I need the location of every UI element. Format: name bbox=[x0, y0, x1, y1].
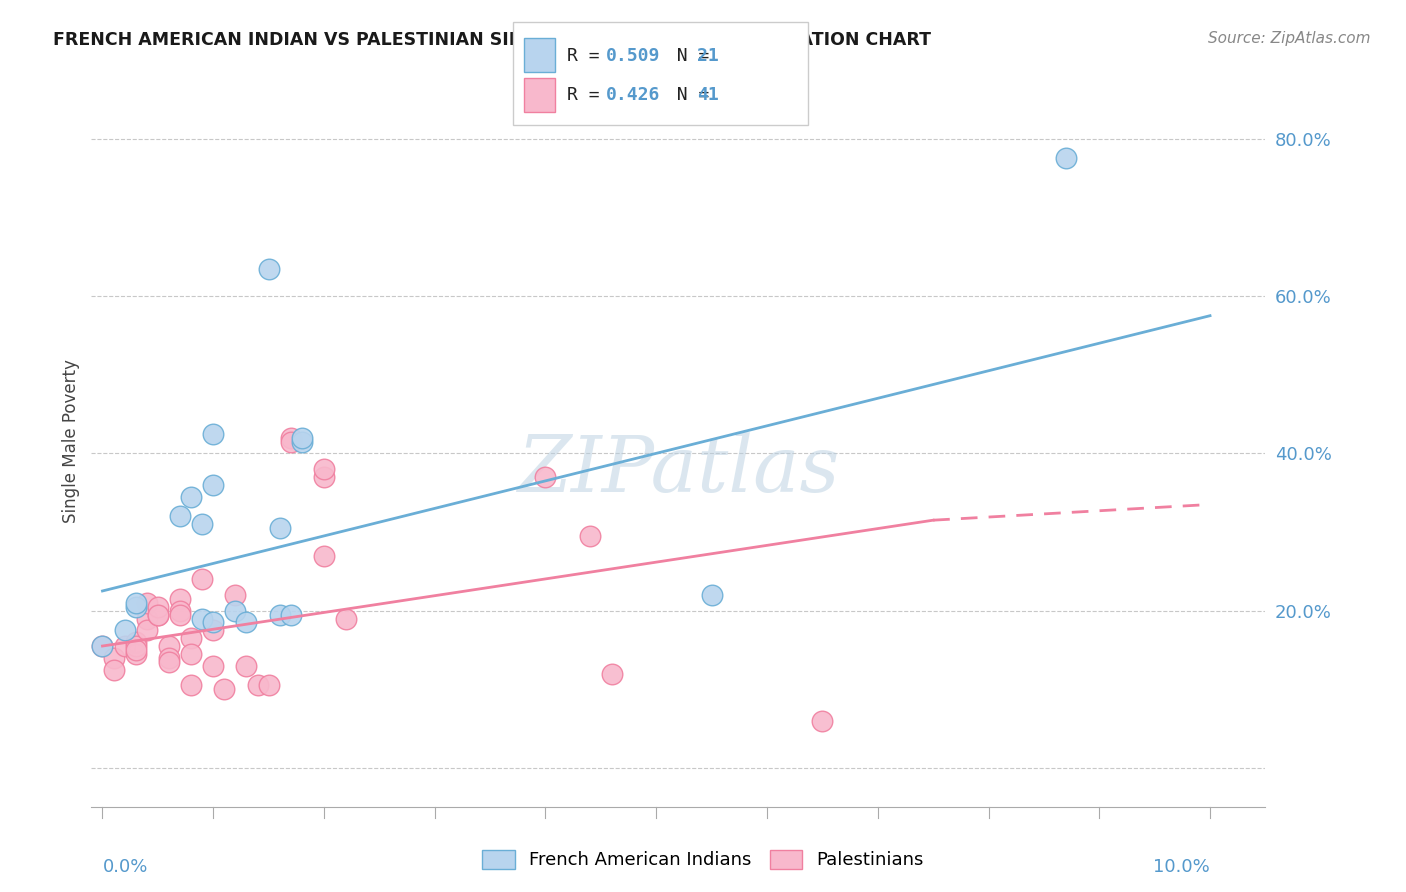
Text: N =: N = bbox=[655, 47, 720, 65]
Text: 21: 21 bbox=[697, 47, 718, 65]
Point bbox=[103, 663, 125, 677]
Point bbox=[157, 639, 180, 653]
Point bbox=[291, 431, 314, 445]
Text: FRENCH AMERICAN INDIAN VS PALESTINIAN SINGLE MALE POVERTY CORRELATION CHART: FRENCH AMERICAN INDIAN VS PALESTINIAN SI… bbox=[53, 31, 931, 49]
Point bbox=[135, 611, 157, 625]
Point bbox=[191, 517, 214, 532]
Point bbox=[125, 635, 148, 649]
Point bbox=[280, 607, 302, 622]
Point bbox=[191, 572, 214, 586]
Point bbox=[534, 470, 557, 484]
Text: 0.509: 0.509 bbox=[606, 47, 661, 65]
Point bbox=[246, 678, 269, 692]
Point bbox=[235, 615, 257, 630]
Point bbox=[257, 678, 280, 692]
Point bbox=[180, 490, 202, 504]
Point bbox=[291, 434, 314, 449]
Point bbox=[202, 477, 225, 491]
Point bbox=[169, 604, 191, 618]
Point bbox=[191, 611, 214, 625]
Point bbox=[235, 658, 257, 673]
Point bbox=[180, 631, 202, 645]
Point bbox=[280, 434, 302, 449]
Text: ZIPatlas: ZIPatlas bbox=[517, 433, 839, 509]
Point bbox=[257, 261, 280, 276]
Point bbox=[312, 549, 335, 563]
Point bbox=[224, 588, 246, 602]
Point bbox=[125, 596, 148, 610]
Point bbox=[312, 462, 335, 476]
Point bbox=[135, 624, 157, 638]
Point bbox=[169, 509, 191, 524]
Point bbox=[202, 426, 225, 441]
Point bbox=[125, 643, 148, 657]
Text: 10.0%: 10.0% bbox=[1153, 858, 1211, 877]
Point bbox=[157, 650, 180, 665]
Text: 0.426: 0.426 bbox=[606, 87, 661, 104]
Text: N =: N = bbox=[655, 87, 720, 104]
Point bbox=[91, 639, 114, 653]
Point bbox=[1054, 152, 1077, 166]
Point bbox=[125, 599, 148, 614]
Text: 0.0%: 0.0% bbox=[103, 858, 148, 877]
Point bbox=[125, 647, 148, 661]
Point bbox=[135, 596, 157, 610]
Point bbox=[114, 624, 136, 638]
Point bbox=[224, 604, 246, 618]
Point bbox=[146, 607, 169, 622]
Point bbox=[157, 655, 180, 669]
Y-axis label: Single Male Poverty: Single Male Poverty bbox=[62, 359, 80, 524]
Point bbox=[335, 611, 357, 625]
Point bbox=[600, 666, 623, 681]
Legend: French American Indians, Palestinians: French American Indians, Palestinians bbox=[474, 841, 932, 879]
Text: 41: 41 bbox=[697, 87, 718, 104]
Point bbox=[202, 624, 225, 638]
Point bbox=[280, 431, 302, 445]
Point bbox=[103, 650, 125, 665]
Point bbox=[180, 647, 202, 661]
Point bbox=[312, 470, 335, 484]
Point bbox=[700, 588, 723, 602]
Text: Source: ZipAtlas.com: Source: ZipAtlas.com bbox=[1208, 31, 1371, 46]
Point bbox=[578, 529, 600, 543]
Point bbox=[214, 682, 236, 697]
Point bbox=[146, 607, 169, 622]
Point bbox=[202, 615, 225, 630]
Text: R =: R = bbox=[567, 47, 610, 65]
Point bbox=[180, 678, 202, 692]
Point bbox=[114, 639, 136, 653]
Point bbox=[202, 658, 225, 673]
Point bbox=[125, 639, 148, 653]
Point bbox=[169, 591, 191, 606]
Point bbox=[811, 714, 834, 728]
Point bbox=[269, 521, 291, 535]
Point bbox=[146, 599, 169, 614]
Point bbox=[269, 607, 291, 622]
Point bbox=[169, 607, 191, 622]
Text: R =: R = bbox=[567, 87, 610, 104]
Point bbox=[91, 639, 114, 653]
